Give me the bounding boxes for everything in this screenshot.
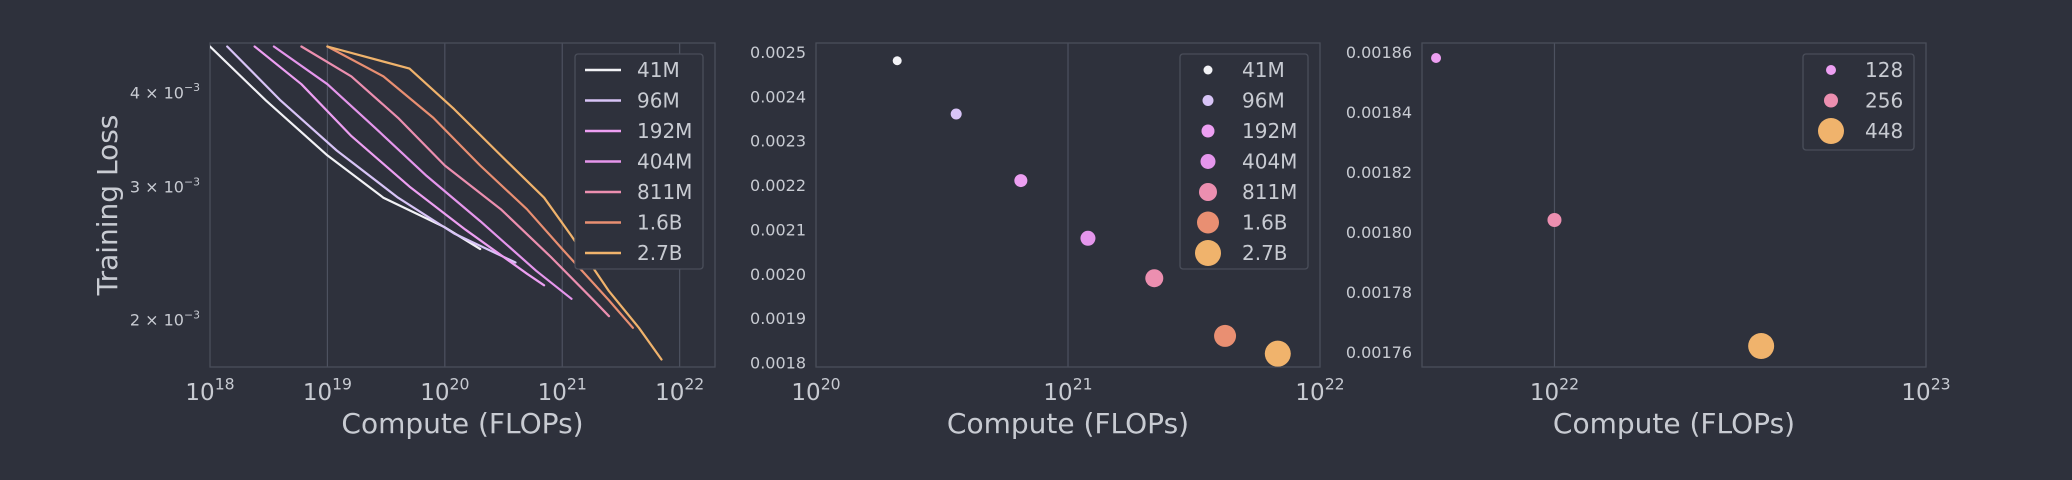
y-axis-label: Training Loss xyxy=(91,115,124,297)
legend-label-1-6b: 1.6B xyxy=(1242,211,1288,235)
legend-swatch-192m xyxy=(1201,124,1215,138)
series-line-41m xyxy=(210,45,482,251)
series-line-2-7b xyxy=(326,45,663,361)
legend-swatch-2-7b xyxy=(1195,240,1221,266)
data-point-128 xyxy=(1431,53,1442,63)
legend-label-2-7b: 2.7B xyxy=(637,241,683,265)
legend-label-2-7b: 2.7B xyxy=(1242,241,1288,265)
legend: 128 256 448 xyxy=(1802,53,1915,151)
legend-swatch-96m xyxy=(1202,95,1214,106)
plot-area xyxy=(892,56,1291,367)
legend-label-192m: 192M xyxy=(1242,119,1297,143)
legend-swatch-256 xyxy=(1824,93,1838,108)
legend-label-404m: 404M xyxy=(637,150,692,174)
legend: 41M 96M 192M 404M 811M 1.6B 2.7B xyxy=(1179,53,1309,270)
data-point-1-6b xyxy=(1214,324,1237,347)
data-point-2-7b xyxy=(1264,340,1291,367)
panel-final-loss-by-model-size: 1020 1021 1022 0.0025 0.0024 0.0023 0.0022 0.00… xyxy=(750,42,1345,440)
plot-area xyxy=(1431,53,1775,359)
x-tick-label: 1022 xyxy=(1295,375,1344,406)
legend-label-41m: 41M xyxy=(637,58,680,82)
x-tick-label: 1018 xyxy=(185,375,234,406)
x-tick-label: 1022 xyxy=(655,375,704,406)
x-tick-label: 1023 xyxy=(1901,375,1950,406)
legend-label-811m: 811M xyxy=(1242,180,1297,204)
legend-label-1-6b: 1.6B xyxy=(637,211,683,235)
data-point-256 xyxy=(1547,213,1562,227)
legend-label-41m: 41M xyxy=(1242,58,1285,82)
legend-frame xyxy=(574,53,704,270)
legend-label-128: 128 xyxy=(1865,58,1903,82)
y-tick-label: 0.00178 xyxy=(1346,283,1412,302)
legend-swatch-811m xyxy=(1199,183,1217,201)
y-tick-label: 0.0020 xyxy=(750,265,806,284)
y-tick-label: 0.0018 xyxy=(750,354,806,373)
legend-label-192m: 192M xyxy=(637,119,692,143)
plot-frame xyxy=(209,42,716,368)
y-tick-label: 0.0022 xyxy=(750,176,806,195)
y-tick-label: 0.00176 xyxy=(1346,343,1412,362)
x-axis-label: Compute (FLOPs) xyxy=(1553,407,1795,440)
legend: 41M 96M 192M 404M 811M 1.6B 2.7B xyxy=(574,53,704,270)
y-tick-label: 0.00180 xyxy=(1346,223,1412,242)
x-tick-label: 1022 xyxy=(1530,375,1579,406)
data-point-192m xyxy=(1014,174,1028,188)
y-tick-label: 0.00186 xyxy=(1346,43,1412,62)
y-tick-label: 0.00182 xyxy=(1346,163,1412,182)
legend-label-256: 256 xyxy=(1865,89,1903,113)
x-tick-label: 1020 xyxy=(791,375,840,406)
legend-swatch-128 xyxy=(1826,65,1836,75)
y-tick-label: 2 × 10−3 xyxy=(130,308,200,329)
series-line-1-6b xyxy=(326,45,634,329)
y-tick-label: 0.0021 xyxy=(750,220,806,239)
x-tick-label: 1020 xyxy=(420,375,469,406)
legend-label-404m: 404M xyxy=(1242,150,1297,174)
legend-swatch-1-6b xyxy=(1197,211,1219,234)
legend-swatch-448 xyxy=(1818,118,1844,144)
y-tick-label: 0.0019 xyxy=(750,309,806,328)
data-point-96m xyxy=(950,108,962,120)
x-tick-label: 1021 xyxy=(1043,375,1092,406)
x-axis-label: Compute (FLOPs) xyxy=(341,407,583,440)
y-tick-label: 0.0023 xyxy=(750,132,806,151)
y-tick-label: 0.0024 xyxy=(750,87,806,106)
legend-label-96m: 96M xyxy=(1242,89,1285,113)
plot-frame xyxy=(815,42,1321,368)
panel-training-loss-curves: 1018 1019 1020 1021 1022 4 × 10−3 3 × 10−3 2 × … xyxy=(91,42,716,440)
legend-swatch-41m xyxy=(1203,65,1213,75)
series-line-404m xyxy=(272,45,573,300)
plot-frame xyxy=(1421,42,1927,368)
plot-area xyxy=(210,45,663,361)
data-point-404m xyxy=(1080,230,1096,246)
x-axis-label: Compute (FLOPs) xyxy=(947,407,1189,440)
legend-label-448: 448 xyxy=(1865,119,1903,143)
data-point-448 xyxy=(1748,333,1775,359)
y-tick-label: 3 × 10−3 xyxy=(130,175,200,196)
y-tick-label: 0.00184 xyxy=(1346,103,1412,122)
panel-final-loss-by-width: 1022 1023 0.00186 0.00184 0.00182 0.00180 0.00… xyxy=(1346,42,1951,440)
series-line-96m xyxy=(226,45,517,264)
legend-label-811m: 811M xyxy=(637,180,692,204)
data-point-811m xyxy=(1145,269,1164,288)
data-point-41m xyxy=(892,56,902,66)
y-tick-label: 4 × 10−3 xyxy=(130,81,200,102)
legend-label-96m: 96M xyxy=(637,89,680,113)
x-tick-label: 1021 xyxy=(538,375,587,406)
series-line-811m xyxy=(300,45,611,318)
series-line-192m xyxy=(253,45,546,287)
legend-swatch-404m xyxy=(1200,154,1216,169)
x-tick-label: 1019 xyxy=(303,375,352,406)
y-tick-label: 0.0025 xyxy=(750,43,806,62)
